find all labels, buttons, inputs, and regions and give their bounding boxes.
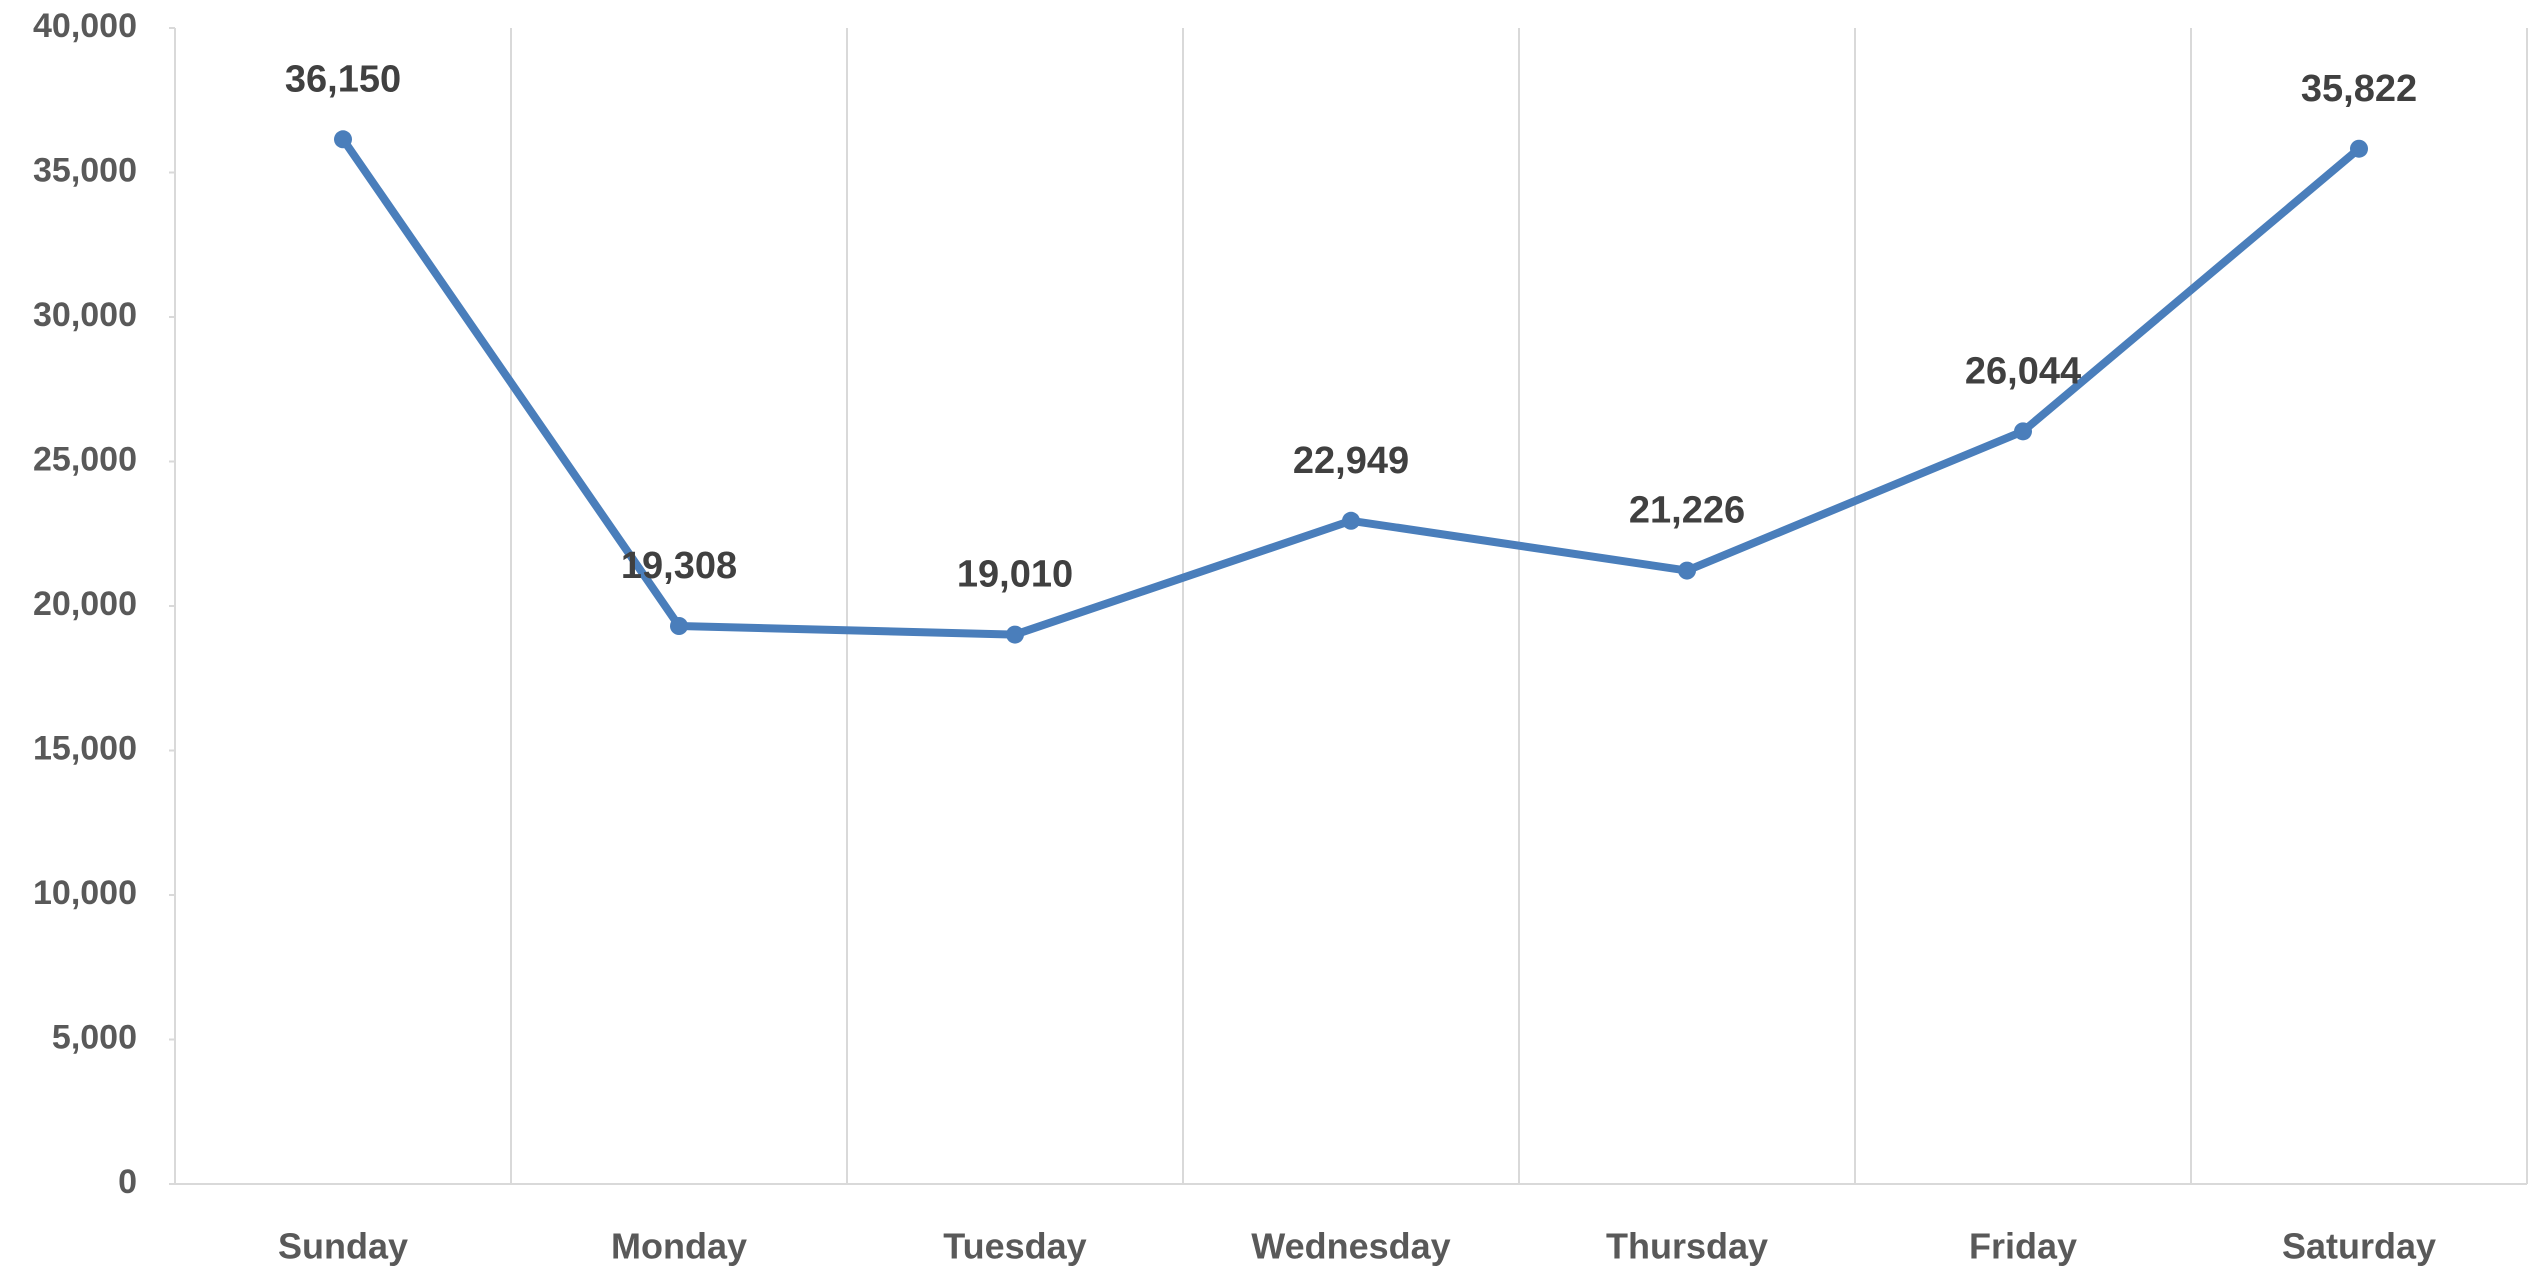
data-label: 19,308 [621,545,737,587]
y-tick-label: 20,000 [33,585,137,623]
y-tick-label: 15,000 [33,729,137,767]
data-point [334,130,352,149]
data-label: 19,010 [957,554,1073,596]
data-label: 21,226 [1629,490,1745,532]
data-point [2014,422,2032,441]
y-tick-label: 40,000 [33,7,137,45]
x-tick-label: Saturday [2282,1226,2436,1267]
x-tick-label: Wednesday [1251,1226,1450,1267]
data-label: 22,949 [1293,440,1409,482]
y-tick-label: 10,000 [33,874,137,912]
data-label: 36,150 [285,58,401,100]
x-tick-label: Monday [611,1226,747,1267]
x-tick-label: Friday [1969,1226,2077,1267]
y-tick-label: 5,000 [52,1018,137,1056]
data-point [1006,625,1024,644]
x-tick-label: Thursday [1606,1226,1768,1267]
data-point [2350,139,2368,158]
y-tick-label: 35,000 [33,151,137,189]
data-point [670,616,688,635]
data-point [1678,561,1696,580]
x-tick-label: Sunday [278,1226,408,1267]
y-tick-label: 30,000 [33,296,137,334]
y-tick-label: 0 [118,1163,137,1201]
data-point [1342,511,1360,530]
y-tick-label: 25,000 [33,440,137,478]
data-label: 35,822 [2301,68,2417,110]
data-label: 26,044 [1965,350,2081,392]
x-tick-label: Tuesday [943,1226,1086,1267]
